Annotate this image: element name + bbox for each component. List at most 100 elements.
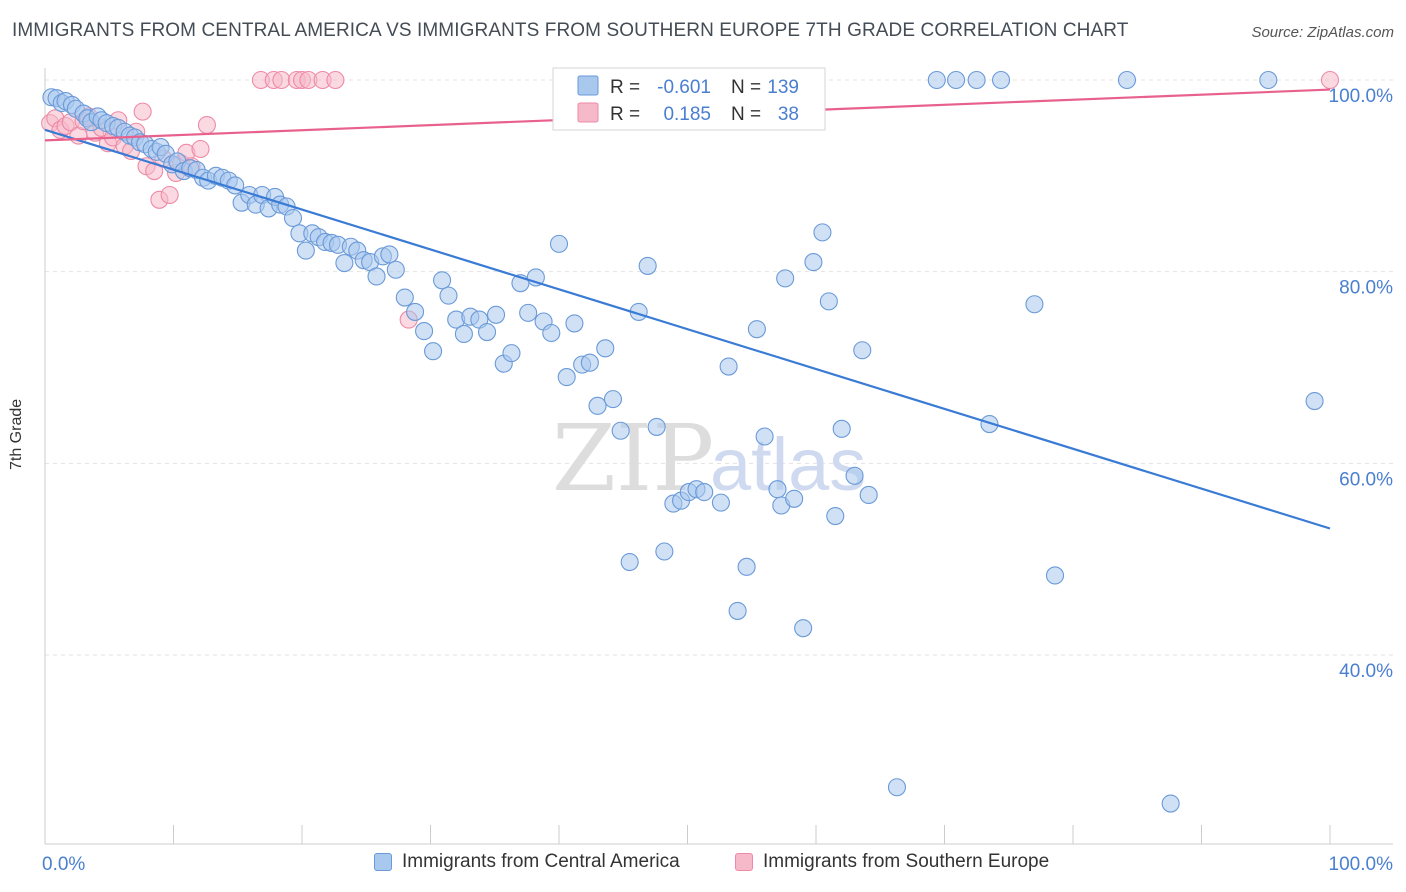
central-america-point xyxy=(785,489,804,508)
central-america-point xyxy=(1025,295,1044,314)
legend-item-southern-europe: Immigrants from Southern Europe xyxy=(735,851,1049,873)
legend-n-value-1: 139 xyxy=(767,77,799,98)
central-america-point xyxy=(813,223,832,242)
central-america-point xyxy=(887,778,907,797)
central-america-point xyxy=(859,485,878,505)
legend-r-label-2: R = xyxy=(610,104,640,125)
southern-europe-point xyxy=(1320,70,1340,90)
legend-label-central-america: Immigrants from Central America xyxy=(402,851,680,872)
source-label: Source: ZipAtlas.com xyxy=(1251,24,1394,41)
central-america-point xyxy=(367,267,386,286)
legend-swatch-pink xyxy=(577,102,599,123)
central-america-point xyxy=(454,324,473,344)
central-america-point xyxy=(565,314,584,333)
central-america-point xyxy=(557,368,576,387)
central-america-point xyxy=(695,483,714,502)
central-america-point xyxy=(433,271,452,290)
legend-item-central-america: Immigrants from Central America xyxy=(374,851,680,873)
central-america-point xyxy=(794,619,813,638)
central-america-point xyxy=(415,322,434,341)
central-america-point xyxy=(611,421,630,440)
x-tick-label-0: 0.0% xyxy=(42,854,85,875)
legend-swatch-central-america xyxy=(374,853,392,871)
central-america-point xyxy=(549,234,569,253)
central-america-point xyxy=(1259,70,1278,90)
central-america-point xyxy=(620,552,639,572)
central-america-point xyxy=(980,414,999,434)
central-america-point xyxy=(819,292,838,311)
central-america-point xyxy=(853,341,872,360)
central-america-point xyxy=(519,303,538,322)
legend-n-label-1: N = xyxy=(731,77,761,98)
central-america-point xyxy=(1305,391,1324,411)
central-america-point xyxy=(768,480,787,499)
central-america-point xyxy=(755,427,774,446)
central-america-point xyxy=(439,286,458,305)
central-america-point xyxy=(406,302,425,321)
central-america-point xyxy=(991,70,1011,90)
central-america-point xyxy=(542,323,561,343)
central-america-trendline xyxy=(44,128,1331,530)
y-tick-labels: 40.0% 60.0% 80.0% 100.0% xyxy=(1329,86,1394,682)
central-america-point xyxy=(477,322,497,342)
central-america-point xyxy=(335,253,354,273)
central-america-point xyxy=(486,305,506,324)
central-america-point xyxy=(580,353,599,372)
stats-legend: R = -0.601 N = 139 R = 0.185 N = 38 xyxy=(552,67,826,131)
central-america-point xyxy=(386,260,405,279)
southern-europe-point xyxy=(160,185,179,205)
central-america-point xyxy=(1117,70,1137,90)
central-america-point xyxy=(719,357,738,376)
central-america-point xyxy=(711,493,730,512)
legend-r-value-1: -0.601 xyxy=(657,77,711,98)
central-america-point xyxy=(804,253,823,272)
central-america-point xyxy=(502,344,521,363)
legend-r-label-1: R = xyxy=(610,77,640,98)
legend-swatch-southern-europe xyxy=(735,853,753,871)
southern-europe-point xyxy=(197,115,216,135)
axes xyxy=(44,68,1393,845)
central-america-point xyxy=(424,342,443,361)
legend-r-value-2: 0.185 xyxy=(663,104,711,125)
x-tick-label-100: 100.0% xyxy=(1329,854,1394,875)
central-america-point xyxy=(283,208,303,228)
central-america-point xyxy=(737,557,756,576)
central-america-point xyxy=(1045,566,1065,585)
central-america-point xyxy=(728,601,747,620)
central-america-point xyxy=(776,269,795,288)
legend-n-label-2: N = xyxy=(731,104,761,125)
central-america-point xyxy=(380,245,399,264)
central-america-point xyxy=(947,70,966,90)
southern-europe-point xyxy=(326,70,345,90)
central-america-point xyxy=(395,288,414,307)
central-america-point xyxy=(747,320,766,339)
central-america-point xyxy=(1161,794,1180,813)
central-america-point xyxy=(832,419,851,438)
central-america-point xyxy=(826,506,845,526)
central-america-point xyxy=(967,70,986,90)
grid-lines xyxy=(45,79,1393,656)
chart-title: IMMIGRANTS FROM CENTRAL AMERICA VS IMMIG… xyxy=(12,20,1129,41)
central-america-point xyxy=(588,396,607,415)
legend-n-value-2: 38 xyxy=(778,104,799,125)
central-america-point xyxy=(845,466,864,485)
central-america-point xyxy=(655,542,674,561)
legend-label-southern-europe: Immigrants from Southern Europe xyxy=(763,851,1050,872)
y-tick-label-60: 60.0% xyxy=(1339,469,1393,490)
series-legend: Immigrants from Central America Immigran… xyxy=(0,851,1406,879)
y-tick-label-40: 40.0% xyxy=(1339,661,1393,682)
y-tick-label-80: 80.0% xyxy=(1339,278,1393,299)
central-america-point xyxy=(638,256,657,275)
southern-europe-point xyxy=(191,139,210,159)
x-tick-labels: 0.0% 100.0% xyxy=(42,854,1393,875)
central-america-point xyxy=(603,390,623,409)
central-america-point xyxy=(927,70,946,90)
central-america-point xyxy=(596,339,615,358)
southern-europe-point xyxy=(272,70,291,90)
southern-europe-point xyxy=(133,102,152,121)
southern-europe-point xyxy=(145,161,164,181)
central-america-point xyxy=(647,417,666,436)
y-tick-label-100: 100.0% xyxy=(1329,86,1394,107)
legend-swatch-blue xyxy=(577,75,599,96)
